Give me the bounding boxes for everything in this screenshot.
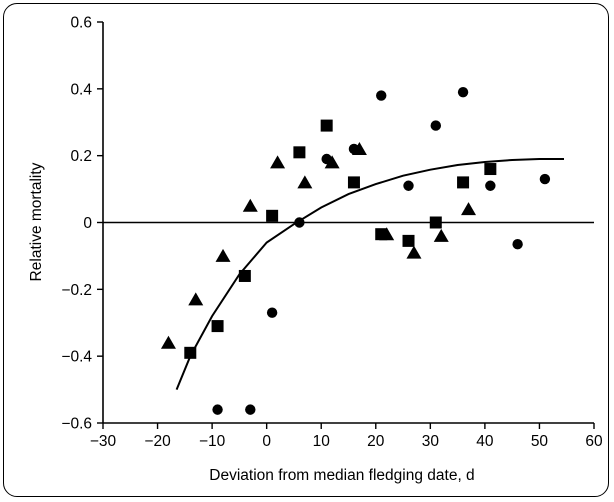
triangle-point xyxy=(242,198,258,212)
triangle-point xyxy=(461,202,477,216)
circle-point xyxy=(403,180,414,191)
circle-point xyxy=(212,404,223,415)
fit-curve xyxy=(175,158,564,390)
square-point xyxy=(238,269,251,282)
circle-point xyxy=(430,120,441,131)
circle-point xyxy=(512,239,523,250)
circle-point xyxy=(266,307,278,318)
x-tick-label: 60 xyxy=(585,433,603,450)
x-tick-label: −30 xyxy=(90,433,117,450)
square-point xyxy=(293,146,306,159)
x-tick-label: −20 xyxy=(144,433,171,450)
x-tick-label: −10 xyxy=(199,433,226,450)
square-point xyxy=(347,176,360,189)
y-tick-label: −0.2 xyxy=(61,282,92,299)
circle-point xyxy=(294,217,305,228)
axes xyxy=(102,22,594,424)
triangle-point xyxy=(351,141,367,155)
y-tick-label: 0.4 xyxy=(70,81,92,98)
square-point xyxy=(184,346,197,359)
y-tick-label: 0.2 xyxy=(70,148,92,165)
chart-frame xyxy=(3,3,609,497)
square-point xyxy=(266,209,279,222)
y-tick-label: 0.6 xyxy=(70,15,92,32)
triangle-point xyxy=(433,228,449,242)
triangle-point xyxy=(379,227,395,241)
x-axis-label: Deviation from median fledging date, d xyxy=(209,467,474,484)
triangle-point xyxy=(215,248,231,262)
y-tick-label: 0 xyxy=(83,215,92,232)
x-tick-label: 10 xyxy=(313,433,331,450)
tick-labels: −30 −20 −10 0 10 20 30 40 50 60 −0.6 −0.4 −0.2 0 0.2 0.… xyxy=(61,15,603,451)
x-tick-label: 50 xyxy=(531,433,549,450)
triangle-point xyxy=(270,155,286,169)
triangle-point xyxy=(324,155,340,169)
square-point xyxy=(429,216,442,229)
circle-point xyxy=(457,86,469,98)
x-tick-label: 0 xyxy=(262,433,271,450)
square-point xyxy=(457,176,470,189)
x-tick-label: 30 xyxy=(422,433,440,450)
triangle-point xyxy=(406,245,422,259)
fit-curve-layer xyxy=(175,158,564,390)
circle-point xyxy=(539,173,551,185)
y-axis-label: Relative mortality xyxy=(28,162,45,281)
triangle-point xyxy=(297,175,313,189)
triangle-point xyxy=(188,292,204,306)
square-point xyxy=(402,234,415,247)
circle-point xyxy=(376,90,387,101)
triangle-point xyxy=(160,335,176,349)
y-tick-label: −0.4 xyxy=(61,349,92,366)
circle-point xyxy=(485,180,496,191)
x-tick-label: 40 xyxy=(476,433,494,450)
data-points xyxy=(160,86,551,415)
square-point xyxy=(211,320,224,333)
tick-marks xyxy=(97,21,595,429)
circle-point xyxy=(245,404,256,415)
x-tick-label: 20 xyxy=(367,433,385,450)
square-point xyxy=(320,119,333,132)
square-point xyxy=(484,163,497,176)
y-tick-label: −0.6 xyxy=(61,416,92,433)
